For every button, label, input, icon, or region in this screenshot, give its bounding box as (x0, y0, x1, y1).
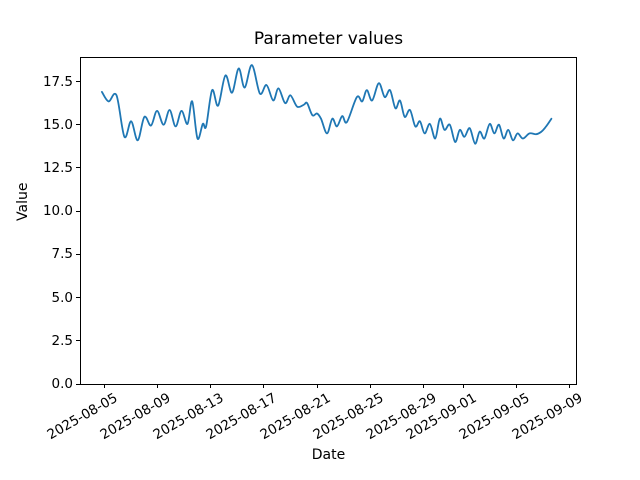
x-tick-mark (157, 384, 159, 388)
x-tick-mark (316, 384, 318, 388)
y-tick-label: 17.5 (42, 73, 73, 90)
x-tick-mark (568, 384, 570, 388)
line-series (101, 64, 553, 145)
y-tick-mark (76, 167, 80, 169)
y-tick-label: 0.0 (51, 376, 73, 392)
line-chart-canvas (101, 64, 553, 145)
y-tick-mark (76, 340, 80, 342)
x-tick-mark (422, 384, 424, 388)
x-tick-mark (263, 384, 265, 388)
y-tick-mark (76, 124, 80, 126)
y-tick-mark (76, 210, 80, 212)
y-tick-mark (76, 297, 80, 299)
y-tick-label: 12.5 (42, 159, 73, 176)
y-tick-label: 7.5 (51, 246, 73, 263)
y-tick-label: 2.5 (51, 332, 73, 349)
y-tick-label: 5.0 (51, 289, 73, 306)
x-axis-label: Date (311, 447, 346, 463)
y-tick-mark (76, 81, 80, 82)
y-tick-label: 10.0 (42, 203, 73, 220)
x-tick-mark (104, 384, 105, 388)
y-tick-mark (76, 253, 80, 255)
x-tick-mark (210, 384, 212, 388)
chart-title: Parameter values (253, 29, 404, 49)
x-tick-mark (369, 384, 371, 388)
plot-area (80, 57, 577, 385)
y-tick-label: 15.0 (42, 116, 73, 133)
x-tick-mark (462, 384, 464, 388)
x-tick-mark (515, 384, 517, 388)
y-tick-mark (76, 383, 80, 385)
